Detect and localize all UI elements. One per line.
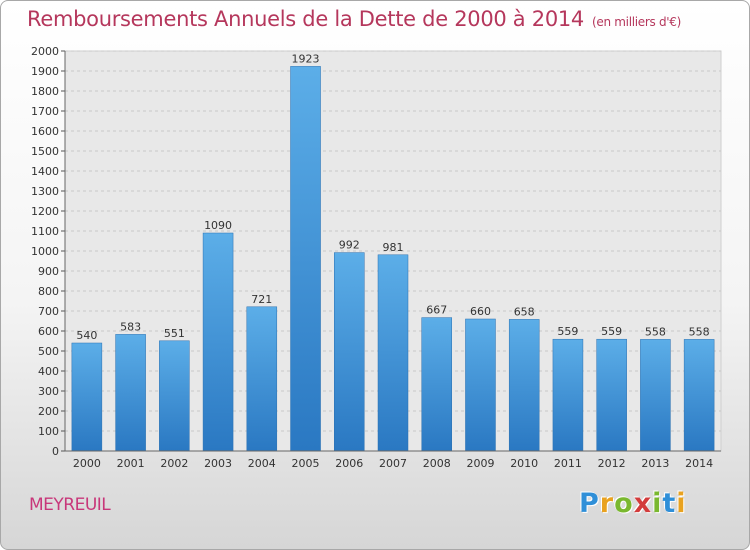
bars: 540 583 551 1090 721 1923 992 981 667 660 658 559 55… [71,52,715,452]
data-label: 559 [601,325,622,338]
data-label: 1090 [204,219,232,232]
logo-letter: o [614,488,634,519]
y-tick-label: 100 [38,425,59,438]
data-label: 721 [251,293,272,306]
logo-letter: t [662,488,677,519]
bar-2007 [377,254,409,452]
y-tick-label: 1900 [31,65,59,78]
x-tick-label: 2000 [73,457,101,470]
y-tick-label: 300 [38,385,59,398]
y-tick-label: 800 [38,285,59,298]
bar-2002 [159,340,190,452]
logo-letter: i [676,488,687,519]
bar-2011 [552,338,584,452]
bar-2009 [465,318,496,452]
logo-letter: r [599,488,615,519]
x-axis: 2000 2001 2002 2003 2004 2005 2006 2007 2008 2009… [65,450,721,470]
y-tick-label: 1500 [31,145,59,158]
y-tick-label: 1800 [31,85,59,98]
x-tick-label: 2009 [466,457,494,470]
data-label: 559 [557,325,578,338]
y-tick-label: 200 [38,405,59,418]
bar-2006 [334,252,365,452]
y-tick-label: 600 [38,325,59,338]
data-label: 660 [470,305,491,318]
x-tick-label: 2003 [204,457,232,470]
x-tick-label: 2013 [641,457,669,470]
data-label: 558 [689,325,710,338]
bar-2005 [290,66,321,452]
bar-2000 [71,342,103,452]
y-tick-label: 1400 [31,165,59,178]
logo-letter: i [652,488,663,519]
x-tick-label: 2011 [554,457,582,470]
y-tick-label: 900 [38,265,59,278]
city-name: MEYREUIL [29,495,111,515]
x-tick-label: 2006 [335,457,363,470]
title-text: Remboursements Annuels de la Dette de 20… [27,7,584,31]
data-label: 981 [383,241,404,254]
bar-2014 [683,339,715,452]
bar-2008 [421,317,452,452]
y-tick-label: 400 [38,365,59,378]
bar-2001 [115,334,146,452]
y-tick-label: 1000 [31,245,59,258]
y-tick-label: 1100 [31,225,59,238]
bar-2004 [246,306,278,452]
chart-subtitle: (en milliers d'€) [592,15,682,29]
x-tick-label: 2010 [510,457,538,470]
logo-letter: P [579,488,600,519]
bar-2012 [596,338,627,452]
data-label: 667 [426,304,447,317]
y-tick-label: 500 [38,345,59,358]
data-label: 583 [120,320,141,333]
x-tick-label: 2007 [379,457,407,470]
proxiti-logo: Proxiti [579,488,687,519]
y-tick-label: 2000 [31,45,59,58]
bar-2003 [202,232,234,452]
data-label: 540 [76,329,97,342]
data-label: 551 [164,327,185,340]
x-tick-label: 2004 [248,457,276,470]
y-tick-label: 1600 [31,125,59,138]
x-tick-label: 2012 [598,457,626,470]
x-tick-label: 2014 [685,457,713,470]
y-axis: 0 100 200 300 400 500 600 700 800 900 1000 1100 1200… [31,45,66,458]
bar-2013 [640,339,671,452]
data-label: 558 [645,325,666,338]
logo-letter: x [633,488,653,519]
y-tick-label: 1200 [31,205,59,218]
y-tick-label: 0 [52,445,59,458]
chart-title: Remboursements Annuels de la Dette de 20… [27,7,681,31]
data-label: 992 [339,239,360,252]
bar-2010 [508,319,540,452]
x-tick-label: 2002 [160,457,188,470]
y-tick-label: 700 [38,305,59,318]
x-tick-label: 2001 [117,457,145,470]
data-label: 658 [514,305,535,318]
y-tick-label: 1700 [31,105,59,118]
y-tick-label: 1300 [31,185,59,198]
x-tick-label: 2005 [292,457,320,470]
data-label: 1923 [292,52,320,65]
x-tick-label: 2008 [423,457,451,470]
